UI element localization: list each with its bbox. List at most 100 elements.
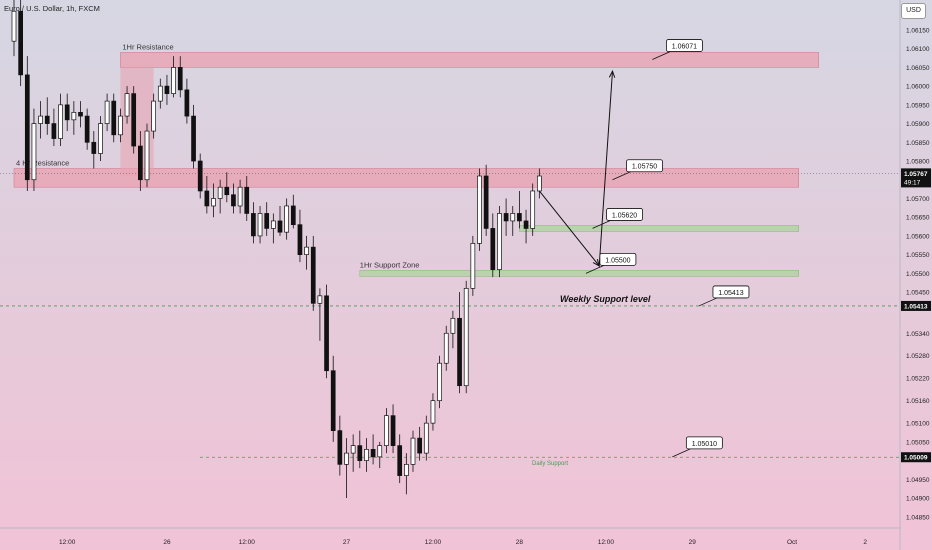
y-tick-label: 1.05700: [906, 196, 930, 203]
candle-body: [430, 400, 436, 424]
candle-body: [536, 175, 542, 192]
y-tick-label: 1.06150: [906, 27, 930, 34]
price-tag-label: 1.05413: [904, 303, 928, 310]
price-tag-bg: [901, 300, 931, 311]
candle-body: [271, 220, 276, 229]
candle-body: [131, 93, 137, 147]
y-tick-label: 1.04850: [906, 514, 930, 521]
callout-pointer: [592, 220, 611, 229]
candle-body: [384, 415, 389, 446]
candle-body: [78, 111, 83, 117]
x-tick-label: 12:00: [59, 539, 76, 546]
candle-body: [244, 186, 250, 214]
candle-body: [177, 67, 183, 91]
callout-label: 1.05620: [612, 212, 637, 219]
candle-body: [437, 362, 442, 402]
x-tick-label: 29: [689, 539, 697, 546]
candle-body: [497, 213, 502, 270]
candle-body: [397, 445, 403, 476]
y-tick-label: 1.06050: [906, 65, 930, 72]
y-tick-label: 1.05900: [906, 121, 930, 128]
candle-body: [157, 85, 163, 102]
y-tick-label: 1.05500: [906, 271, 930, 278]
candle-body: [490, 228, 496, 270]
y-tick-label: 1.05340: [906, 331, 930, 338]
price-tag-bg: [901, 168, 931, 188]
candle-body: [184, 89, 190, 117]
zone-label: 4 Hr Resistance: [16, 159, 69, 168]
price-tag-bg: [901, 452, 931, 463]
candle-body: [530, 190, 536, 229]
price-tag-timer: 49:17: [904, 179, 921, 186]
candle-body: [337, 430, 343, 465]
candle-body: [304, 246, 309, 255]
candle-body: [310, 246, 316, 304]
candle-body: [124, 93, 130, 117]
callout-pointer: [698, 297, 718, 307]
candle-body: [251, 213, 256, 237]
price-tag-label: 1.05009: [904, 455, 928, 462]
candle-body: [38, 115, 43, 124]
candle-body: [317, 295, 323, 304]
callout-box: [599, 252, 637, 266]
candle-body: [277, 220, 283, 233]
candle-body: [503, 213, 509, 222]
callout-label: 1.05010: [692, 441, 717, 448]
candle-body: [138, 145, 143, 181]
candle-body: [58, 104, 63, 139]
callout-pointer: [585, 264, 605, 274]
callout-label: 1.05750: [632, 164, 657, 171]
candle-body: [330, 370, 336, 431]
candle-body: [24, 74, 30, 181]
y-tick-label: 1.05450: [906, 290, 930, 297]
x-tick-label: 12:00: [598, 539, 615, 546]
candle-body: [364, 449, 369, 461]
candle-body: [98, 123, 103, 154]
candle-body: [18, 10, 23, 76]
candle-body: [64, 104, 70, 121]
arrow-head-up: [608, 69, 616, 78]
candle-body: [523, 220, 529, 229]
resistance-zone: [120, 52, 819, 68]
callout-box: [712, 285, 750, 299]
candle-body: [144, 130, 150, 181]
candle-body: [231, 194, 236, 207]
currency-button[interactable]: USD: [901, 3, 926, 19]
candle-body: [118, 115, 123, 136]
y-tick-label: 1.05950: [906, 102, 930, 109]
zone-label: 1Hr Support Zone: [360, 260, 420, 269]
candle-body: [370, 449, 376, 458]
x-tick-label: 2: [863, 539, 867, 546]
callout-box: [626, 159, 663, 173]
y-tick-label: 1.05650: [906, 215, 930, 222]
candle-body: [290, 205, 296, 226]
y-tick-label: 1.05050: [906, 439, 930, 446]
support-zone: [519, 225, 800, 232]
callout-box: [666, 39, 703, 52]
symbol-title: Euro / U.S. Dollar, 1h, FXCM: [4, 4, 100, 13]
support-zone: [359, 270, 799, 277]
y-tick-label: 1.05850: [906, 140, 930, 147]
candle-body: [297, 224, 303, 255]
y-tick-label: 1.05550: [906, 252, 930, 259]
candle-body: [357, 445, 363, 461]
candle-body: [410, 437, 416, 465]
price-tag-label: 1.05767: [904, 171, 928, 178]
y-tick-label: 1.06100: [906, 46, 930, 53]
candle-body: [111, 100, 117, 136]
candle-body: [171, 67, 176, 94]
candle-body: [510, 213, 516, 222]
y-tick-label: 1.05280: [906, 353, 930, 360]
candle-body: [477, 175, 482, 244]
callout-box: [606, 208, 643, 221]
candle-body: [350, 445, 356, 454]
candle-body: [390, 415, 396, 446]
candle-body: [344, 452, 349, 465]
callout-box: [685, 436, 723, 450]
candle-body: [151, 100, 156, 132]
candle-body: [44, 115, 50, 124]
candle-body: [197, 160, 203, 192]
candle-body: [84, 115, 90, 143]
